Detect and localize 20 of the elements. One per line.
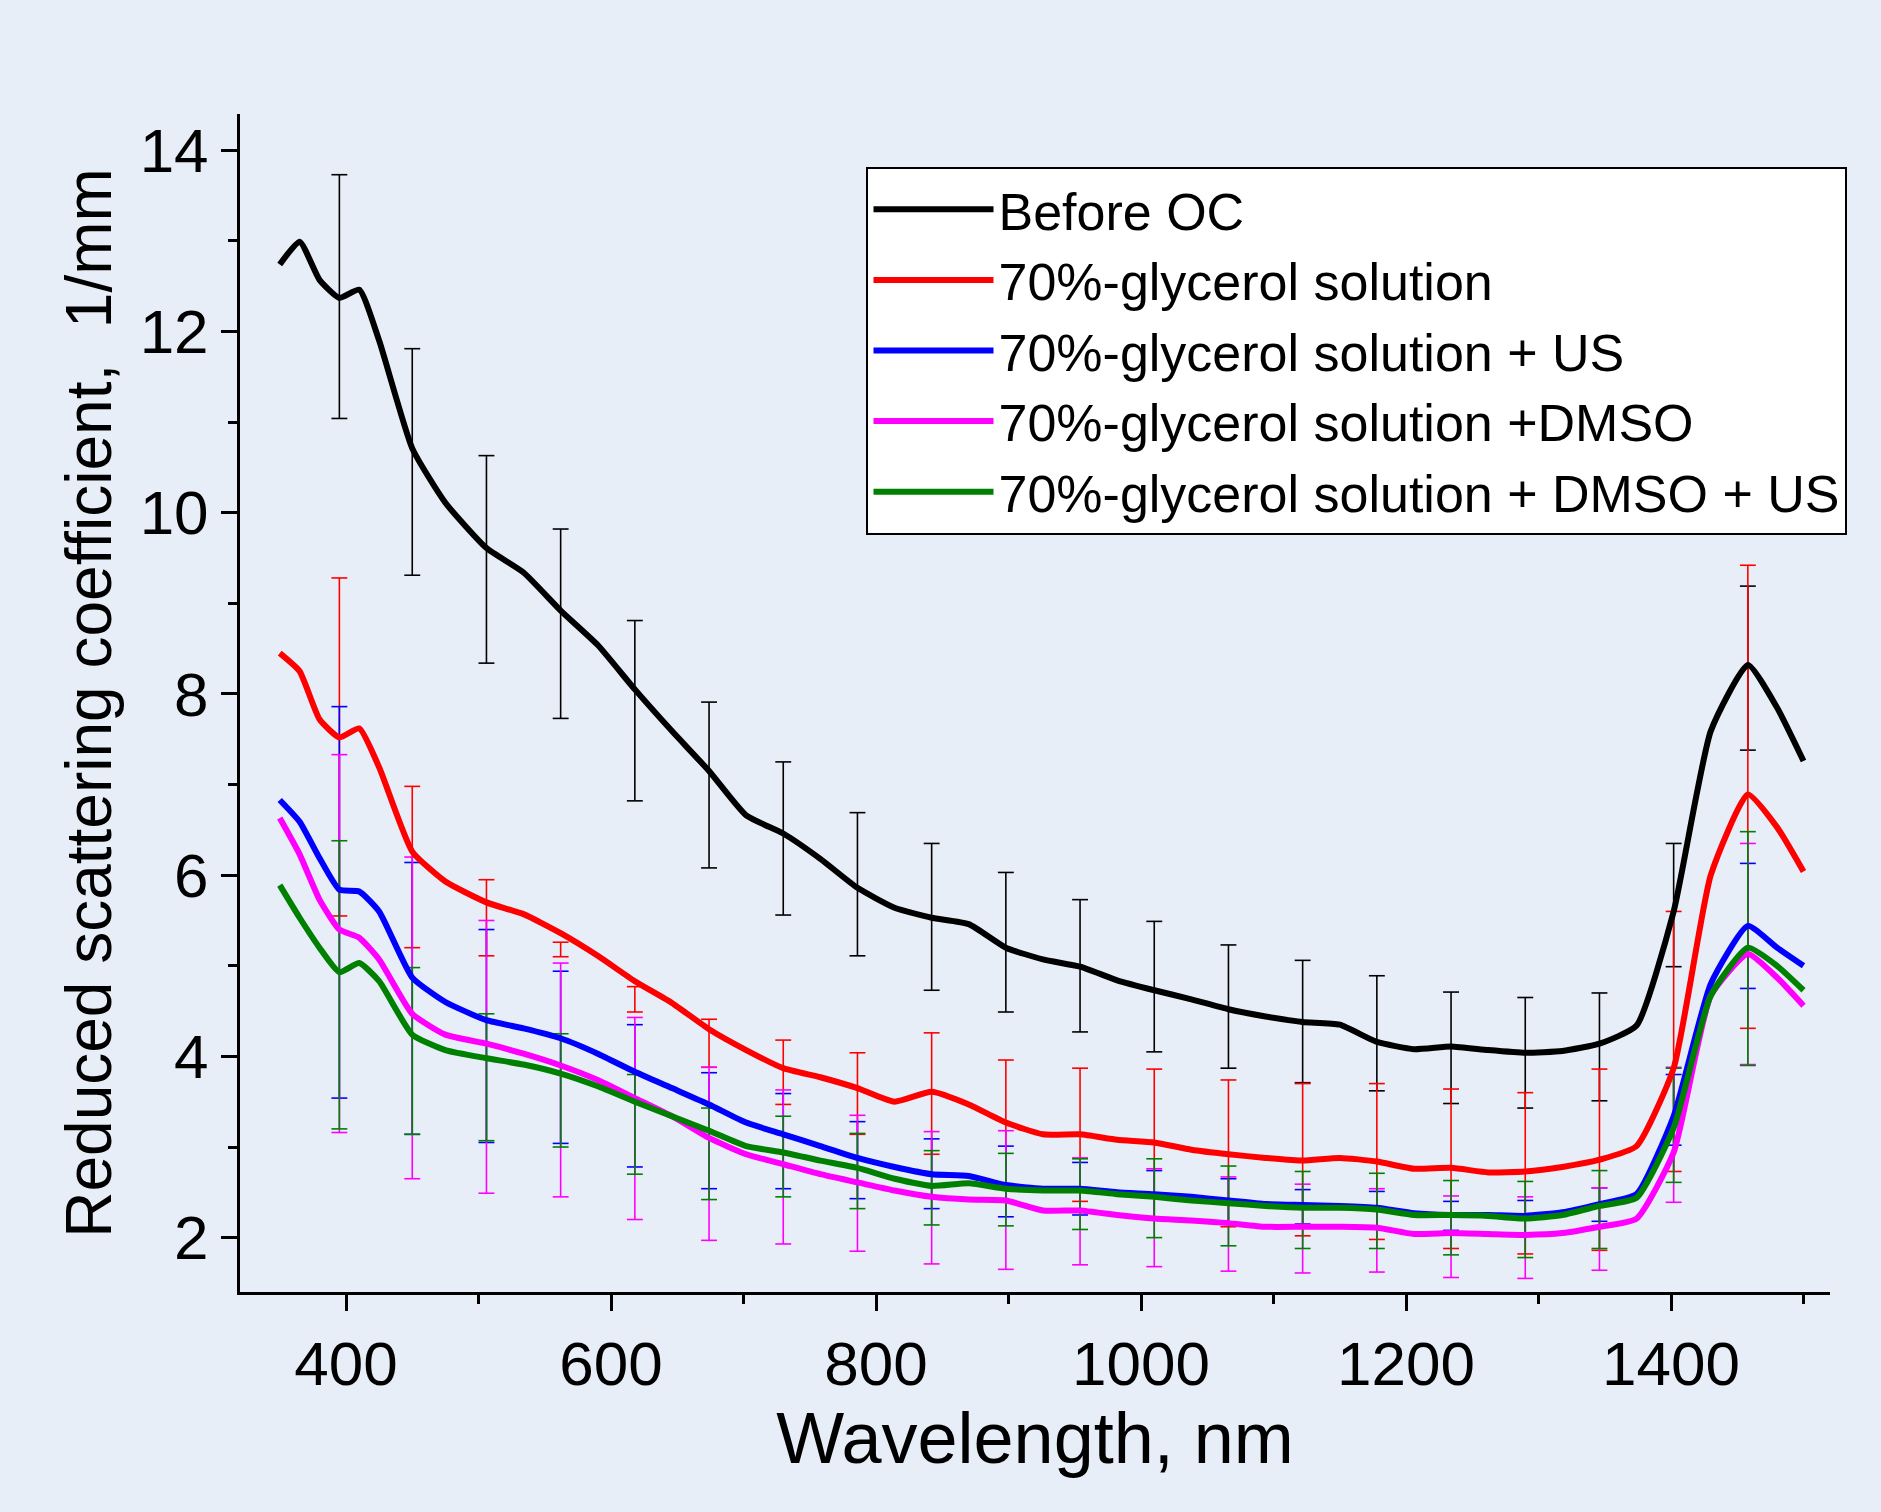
y-tick-label: 12	[139, 297, 209, 367]
x-tick-label: 1200	[1337, 1329, 1475, 1399]
y-tick-label: 2	[174, 1203, 209, 1273]
x-tick-label: 600	[559, 1329, 663, 1399]
x-tick-label: 400	[294, 1329, 398, 1399]
y-tick-label: 6	[174, 840, 209, 910]
legend-label: Before OC	[998, 182, 1245, 241]
x-tick-label: 800	[824, 1329, 928, 1399]
y-tick-label: 14	[139, 115, 209, 185]
y-axis-title: Reduced scattering coefficient, 1/mm	[52, 168, 125, 1238]
legend-label: 70%-glycerol solution + DMSO + US	[998, 464, 1840, 523]
x-axis-title: Wavelength, nm	[776, 1398, 1294, 1479]
legend-label: 70%-glycerol solution + US	[998, 323, 1625, 382]
y-tick-label: 4	[174, 1022, 209, 1092]
x-tick-label: 1000	[1072, 1329, 1210, 1399]
legend-label: 70%-glycerol solution	[998, 253, 1493, 312]
y-tick-label: 8	[174, 659, 209, 729]
x-tick-label: 1400	[1602, 1329, 1740, 1399]
legend-label: 70%-glycerol solution +DMSO	[998, 394, 1694, 453]
y-tick-label: 10	[139, 478, 209, 548]
